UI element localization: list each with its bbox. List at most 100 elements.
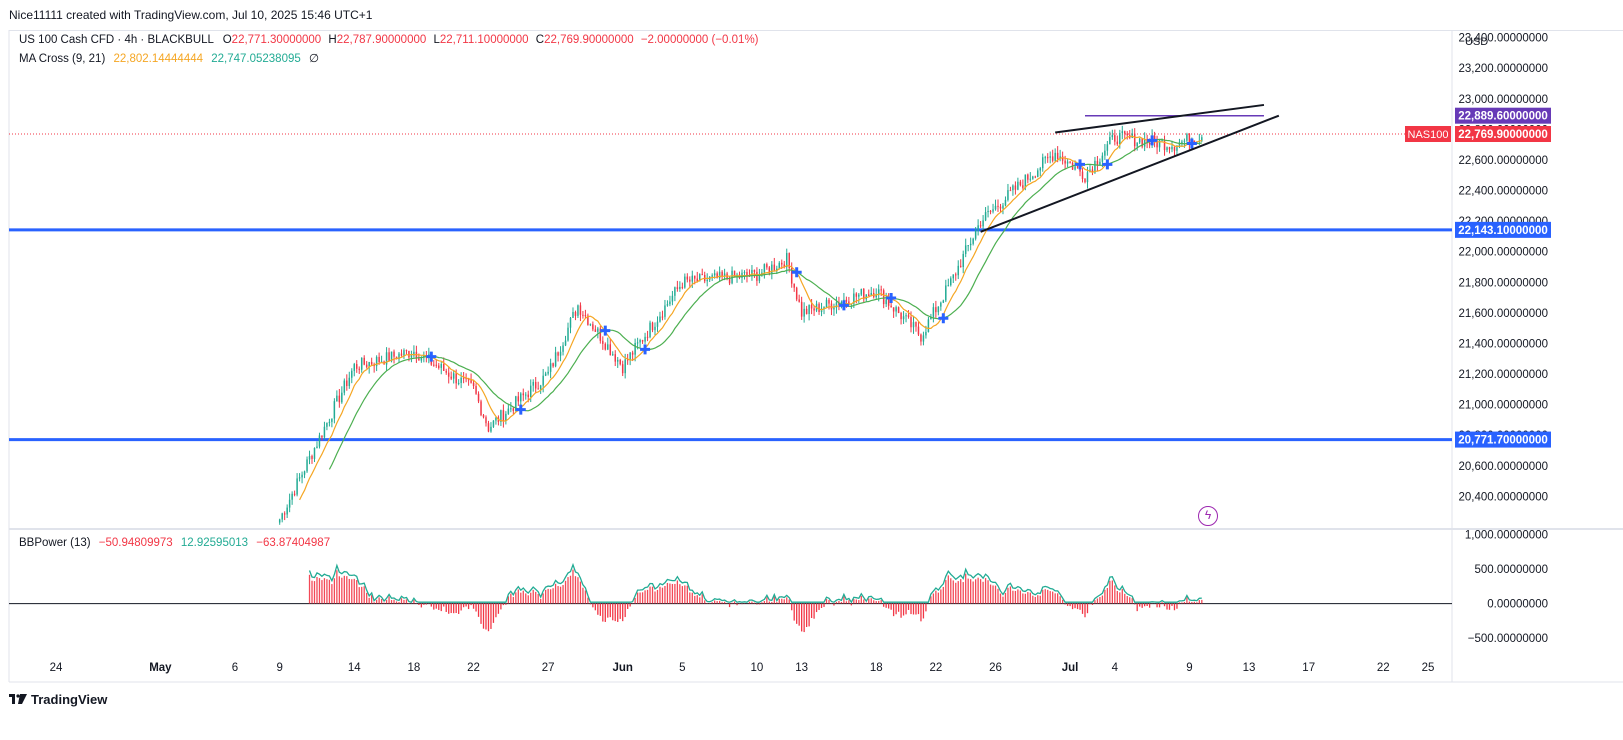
candle-body bbox=[820, 308, 823, 312]
chart-frame bbox=[9, 30, 1623, 683]
candle-body bbox=[308, 456, 311, 460]
candle-body bbox=[599, 328, 602, 341]
candle-body bbox=[569, 317, 572, 328]
candle-body bbox=[393, 351, 395, 357]
candle-body bbox=[346, 380, 348, 387]
candle-body bbox=[989, 210, 992, 212]
candle-body bbox=[1044, 157, 1046, 159]
wedge-lower-line bbox=[980, 114, 1280, 233]
candle-body bbox=[470, 380, 472, 383]
candle-body bbox=[356, 364, 358, 369]
candle-body bbox=[1133, 133, 1136, 147]
candle-body bbox=[902, 316, 905, 320]
candle-body bbox=[286, 507, 288, 515]
candle-body bbox=[721, 271, 723, 277]
candle-body bbox=[301, 474, 303, 478]
candle-body bbox=[974, 230, 977, 239]
candle-body bbox=[1106, 144, 1109, 151]
candle-body bbox=[564, 340, 567, 346]
price-badge bbox=[1455, 126, 1551, 143]
candle-body bbox=[895, 307, 897, 312]
candle-body bbox=[860, 289, 863, 295]
candle-body bbox=[403, 350, 405, 356]
candle-body bbox=[529, 385, 532, 398]
low-label: L bbox=[433, 34, 440, 46]
candle-body bbox=[920, 334, 922, 342]
candle-body bbox=[771, 264, 773, 274]
change-value: −2.00000000 (−0.01%) bbox=[640, 34, 759, 46]
candle-body bbox=[341, 392, 343, 403]
candle-body bbox=[1081, 171, 1084, 179]
candle-body bbox=[833, 307, 835, 310]
ma-cross-marker bbox=[886, 292, 897, 303]
candle-body bbox=[495, 417, 497, 421]
flash-icon[interactable]: ϟ bbox=[1198, 506, 1218, 526]
close-label: C bbox=[535, 34, 545, 46]
candle-body bbox=[537, 388, 539, 390]
ma-cross-marker bbox=[1102, 159, 1113, 170]
candle-body bbox=[646, 336, 649, 338]
price-tick-label: 22,600.00000000 bbox=[1458, 155, 1548, 167]
time-axis-label: 22 bbox=[929, 662, 942, 674]
candle-body bbox=[835, 302, 838, 308]
candle-body bbox=[572, 312, 574, 318]
bbpower-legend: BBPower (13) −50.94809973 12.92595013 −6… bbox=[19, 537, 330, 549]
candle-body bbox=[619, 359, 621, 365]
candle-body bbox=[674, 287, 676, 296]
candle-body bbox=[713, 273, 716, 276]
candle-body bbox=[741, 272, 743, 278]
candle-body bbox=[378, 356, 380, 363]
candle-body bbox=[925, 331, 927, 336]
candle-body bbox=[992, 209, 994, 212]
candle-body bbox=[353, 364, 356, 371]
candle-body bbox=[547, 371, 549, 374]
low-value: 22,711.10000000 bbox=[439, 34, 529, 46]
candle-body bbox=[629, 352, 631, 361]
candle-body bbox=[1143, 139, 1146, 147]
candle-body bbox=[778, 262, 781, 269]
candle-body bbox=[639, 339, 641, 343]
candle-body bbox=[1007, 190, 1009, 200]
candle-body bbox=[733, 270, 736, 277]
candle-body bbox=[440, 364, 442, 368]
candle-body bbox=[602, 340, 604, 344]
candle-body bbox=[534, 382, 537, 389]
candle-body bbox=[1099, 161, 1101, 165]
ma-extra: ∅ bbox=[308, 53, 320, 65]
price-tick-label: 20,600.00000000 bbox=[1458, 461, 1548, 473]
time-axis-label: 9 bbox=[276, 662, 282, 674]
currency-label[interactable]: USD bbox=[1465, 36, 1489, 48]
candle-body bbox=[465, 378, 467, 380]
candle-body bbox=[316, 446, 318, 449]
candle-body bbox=[912, 322, 915, 328]
candle-body bbox=[1029, 178, 1032, 180]
candle-body bbox=[527, 394, 529, 398]
indicator-tick-label: −500.00000000 bbox=[1468, 633, 1548, 645]
open-label: O bbox=[222, 34, 232, 46]
candle-body bbox=[751, 269, 753, 277]
candle-body bbox=[910, 316, 912, 328]
candle-body bbox=[1161, 140, 1163, 142]
ma-cross-marker bbox=[600, 325, 611, 336]
candle-body bbox=[798, 299, 800, 302]
candle-body bbox=[823, 307, 825, 309]
candle-body bbox=[1181, 141, 1183, 143]
candle-body bbox=[723, 273, 726, 277]
candle-body bbox=[935, 307, 937, 313]
candle-body bbox=[1156, 140, 1158, 148]
candle-body bbox=[813, 308, 815, 311]
candle-body bbox=[408, 350, 410, 358]
tradingview-brand: TradingView bbox=[9, 692, 107, 707]
candle-body bbox=[293, 493, 296, 495]
candle-body bbox=[649, 322, 651, 338]
candle-body bbox=[758, 275, 761, 281]
candle-body bbox=[1183, 140, 1186, 142]
candle-body bbox=[525, 394, 527, 396]
candle-body bbox=[1126, 133, 1128, 136]
bbpower-value-3: −63.87404987 bbox=[256, 537, 331, 549]
candle-body bbox=[423, 355, 425, 358]
price-tick-label: 20,400.00000000 bbox=[1458, 491, 1548, 503]
attribution-text: Nice11111 created with TradingView.com, … bbox=[9, 8, 373, 22]
candle-body bbox=[492, 420, 495, 427]
